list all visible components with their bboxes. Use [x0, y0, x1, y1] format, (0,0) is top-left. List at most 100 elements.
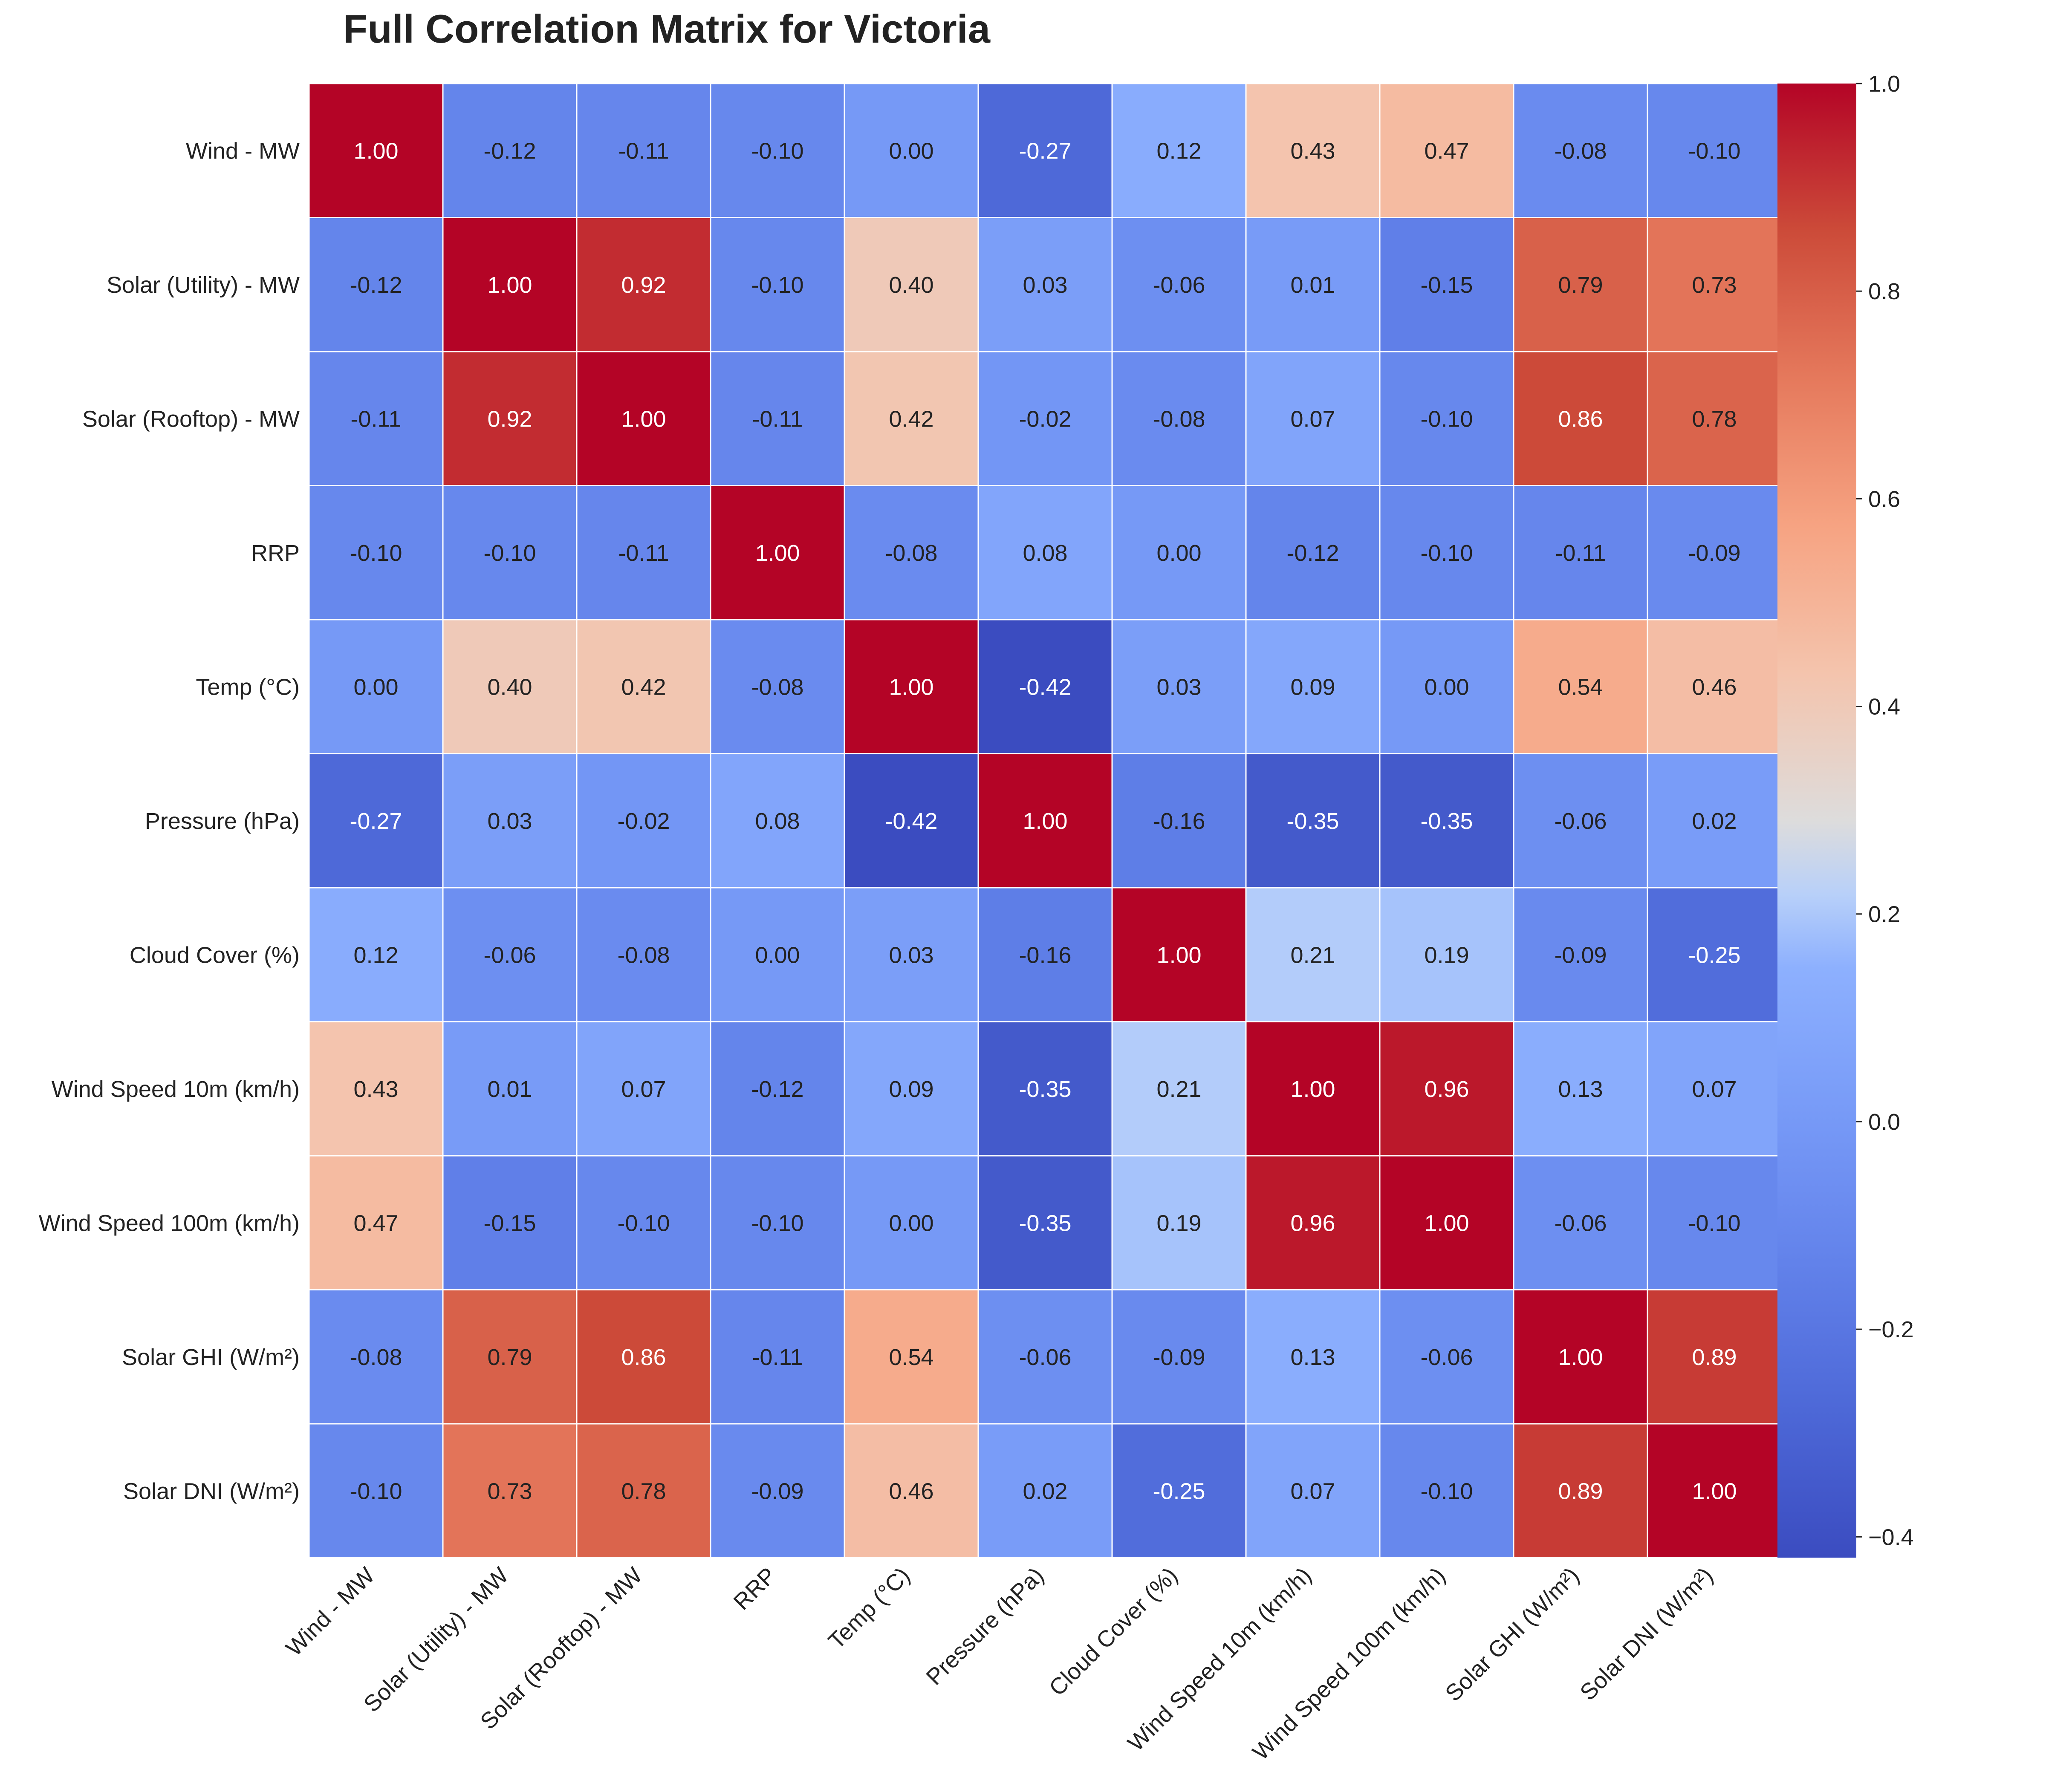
- heatmap-cell-value: 0.47: [353, 1210, 398, 1236]
- heatmap-cell-value: 0.78: [1692, 406, 1737, 432]
- heatmap-cell-value: 0.54: [1558, 674, 1603, 700]
- heatmap-cell: [1647, 1155, 1782, 1290]
- heatmap-cell: [1379, 351, 1514, 486]
- heatmap-cell: [1647, 1289, 1782, 1425]
- row-label: Solar (Utility) - MW: [107, 272, 300, 298]
- heatmap-cell-value: -0.09: [751, 1478, 803, 1504]
- heatmap-cell: [710, 83, 845, 218]
- column-label: Temp (°C): [824, 1563, 915, 1654]
- heatmap-cell-value: -0.42: [1019, 674, 1071, 700]
- row-label: Temp (°C): [196, 674, 300, 700]
- heatmap-cell-value: 0.07: [1692, 1076, 1737, 1102]
- heatmap-cell: [1647, 1423, 1782, 1558]
- heatmap-cell-value: -0.35: [1019, 1076, 1071, 1102]
- heatmap-cell: [576, 887, 711, 1022]
- heatmap-cell-value: 0.89: [1692, 1345, 1737, 1370]
- heatmap-cell: [1245, 217, 1381, 352]
- heatmap-cell-value: -0.10: [350, 540, 402, 566]
- colorbar-tick-label: −0.4: [1868, 1524, 1914, 1550]
- heatmap-cell-value: 0.89: [1558, 1478, 1603, 1504]
- heatmap-cell-value: -0.42: [885, 808, 937, 834]
- colorbar-tick-label: −0.2: [1868, 1317, 1914, 1342]
- heatmap-cell-value: 0.09: [1290, 674, 1335, 700]
- heatmap-cell: [977, 217, 1113, 352]
- heatmap-cell-value: 0.08: [1023, 540, 1067, 566]
- heatmap-cell: [308, 1423, 444, 1558]
- colorbar-tick-label: 0.4: [1868, 694, 1900, 720]
- heatmap-cell: [977, 887, 1113, 1022]
- heatmap-cell: [844, 83, 979, 218]
- heatmap-cell-value: 0.02: [1692, 808, 1737, 834]
- heatmap-cell-value: -0.10: [617, 1210, 670, 1236]
- heatmap-cell: [442, 217, 578, 352]
- heatmap-cell-value: 0.00: [1156, 540, 1201, 566]
- heatmap-cell-value: -0.09: [1554, 942, 1607, 968]
- heatmap-cell-value: 0.00: [755, 942, 800, 968]
- row-label: Solar DNI (W/m²): [123, 1478, 300, 1504]
- heatmap-cell-value: 1.00: [621, 406, 666, 432]
- row-label: RRP: [251, 540, 300, 566]
- heatmap-cell-value: -0.12: [751, 1076, 803, 1102]
- heatmap-cell: [844, 1021, 979, 1157]
- heatmap-cell: [710, 217, 845, 352]
- heatmap-cell-value: 1.00: [1290, 1076, 1335, 1102]
- heatmap-cell: [977, 351, 1113, 486]
- heatmap-cell: [1245, 1155, 1381, 1290]
- heatmap-cell: [1379, 619, 1514, 754]
- heatmap-cell-value: -0.08: [1554, 138, 1607, 164]
- column-label: Solar DNI (W/m²): [1575, 1563, 1718, 1705]
- heatmap-cell-value: 0.03: [889, 942, 933, 968]
- heatmap-cell-value: 0.86: [1558, 406, 1603, 432]
- heatmap-cell-value: -0.15: [1420, 272, 1473, 298]
- heatmap-cell-value: -0.02: [617, 808, 670, 834]
- heatmap-cell-value: 1.00: [353, 138, 398, 164]
- heatmap-cell-value: 0.46: [889, 1478, 933, 1504]
- heatmap-cell: [1379, 1423, 1514, 1558]
- heatmap-cell: [1379, 1021, 1514, 1157]
- colorbar-tick-label: 1.0: [1868, 71, 1900, 97]
- heatmap-cell: [1647, 619, 1782, 754]
- colorbar-tick-label: 0.0: [1868, 1109, 1900, 1135]
- heatmap-cell: [1111, 619, 1247, 754]
- heatmap-cell-value: 0.01: [1290, 272, 1335, 298]
- heatmap-cell-value: 0.21: [1156, 1076, 1201, 1102]
- heatmap-cell: [844, 1423, 979, 1558]
- heatmap-cell: [844, 351, 979, 486]
- heatmap-cell: [1379, 1155, 1514, 1290]
- heatmap-cell-value: -0.10: [751, 1210, 803, 1236]
- heatmap-cell: [442, 485, 578, 620]
- heatmap-cell-value: 0.02: [1023, 1478, 1067, 1504]
- heatmap-cell-value: -0.08: [617, 942, 670, 968]
- column-label: Solar GHI (W/m²): [1440, 1563, 1584, 1706]
- heatmap-cell: [710, 753, 845, 889]
- heatmap-cell-value: -0.10: [1420, 406, 1473, 432]
- heatmap-cell: [844, 485, 979, 620]
- heatmap-cell: [710, 485, 845, 620]
- heatmap-cell: [710, 1289, 845, 1425]
- heatmap-cell-value: 0.40: [889, 272, 933, 298]
- column-label: Wind - MW: [281, 1563, 379, 1661]
- heatmap-cell: [1245, 1289, 1381, 1425]
- heatmap-cell: [1379, 485, 1514, 620]
- heatmap-cell: [1245, 1021, 1381, 1157]
- heatmap-cell: [576, 1423, 711, 1558]
- heatmap-cell: [576, 351, 711, 486]
- heatmap-cell-value: 0.40: [487, 674, 532, 700]
- heatmap-cell: [1111, 753, 1247, 889]
- heatmap-cell-value: 0.00: [353, 674, 398, 700]
- heatmap-cell-value: -0.16: [1153, 808, 1205, 834]
- heatmap-cell-value: -0.12: [1286, 540, 1339, 566]
- heatmap-cell-value: -0.11: [350, 406, 401, 432]
- heatmap-cell-value: 0.07: [621, 1076, 666, 1102]
- heatmap-cell-value: 0.08: [755, 808, 800, 834]
- heatmap-cell: [308, 217, 444, 352]
- heatmap-cell-value: 1.00: [487, 272, 532, 298]
- heatmap-cell: [442, 83, 578, 218]
- heatmap-cell-value: -0.35: [1019, 1210, 1071, 1236]
- heatmap-cell-value: -0.06: [1019, 1345, 1071, 1370]
- heatmap-cell: [1513, 887, 1648, 1022]
- heatmap-cell: [710, 1155, 845, 1290]
- heatmap-cell: [1513, 1423, 1648, 1558]
- heatmap-cell: [710, 619, 845, 754]
